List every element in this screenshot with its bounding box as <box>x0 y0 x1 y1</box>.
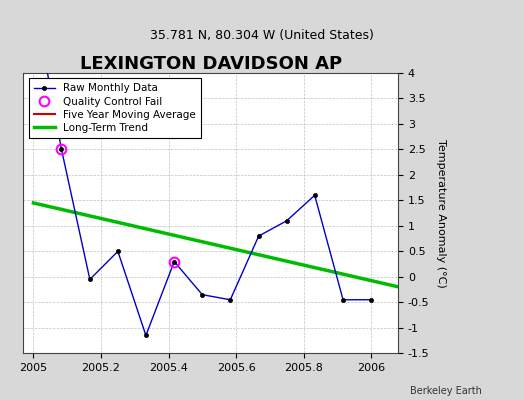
Title: LEXINGTON DAVIDSON AP: LEXINGTON DAVIDSON AP <box>80 55 342 73</box>
Raw Monthly Data <box>199 292 205 297</box>
Quality Control Fail <box>171 259 178 264</box>
Raw Monthly Data <box>256 234 262 238</box>
Raw Monthly Data <box>340 297 346 302</box>
Raw Monthly Data <box>115 249 121 254</box>
Raw Monthly Data <box>368 297 374 302</box>
Legend: Raw Monthly Data, Quality Control Fail, Five Year Moving Average, Long-Term Tren: Raw Monthly Data, Quality Control Fail, … <box>28 78 201 138</box>
Raw Monthly Data <box>283 218 290 223</box>
Text: 35.781 N, 80.304 W (United States): 35.781 N, 80.304 W (United States) <box>150 30 374 42</box>
Raw Monthly Data <box>312 193 318 198</box>
Raw Monthly Data <box>227 297 234 302</box>
Quality Control Fail <box>58 147 64 152</box>
Line: Raw Monthly Data: Raw Monthly Data <box>31 0 373 338</box>
Y-axis label: Temperature Anomaly (°C): Temperature Anomaly (°C) <box>436 139 446 288</box>
Raw Monthly Data <box>86 277 93 282</box>
Text: Berkeley Earth: Berkeley Earth <box>410 386 482 396</box>
Raw Monthly Data <box>171 259 178 264</box>
Raw Monthly Data <box>58 147 64 152</box>
Line: Quality Control Fail: Quality Control Fail <box>57 144 179 266</box>
Raw Monthly Data <box>143 333 149 338</box>
